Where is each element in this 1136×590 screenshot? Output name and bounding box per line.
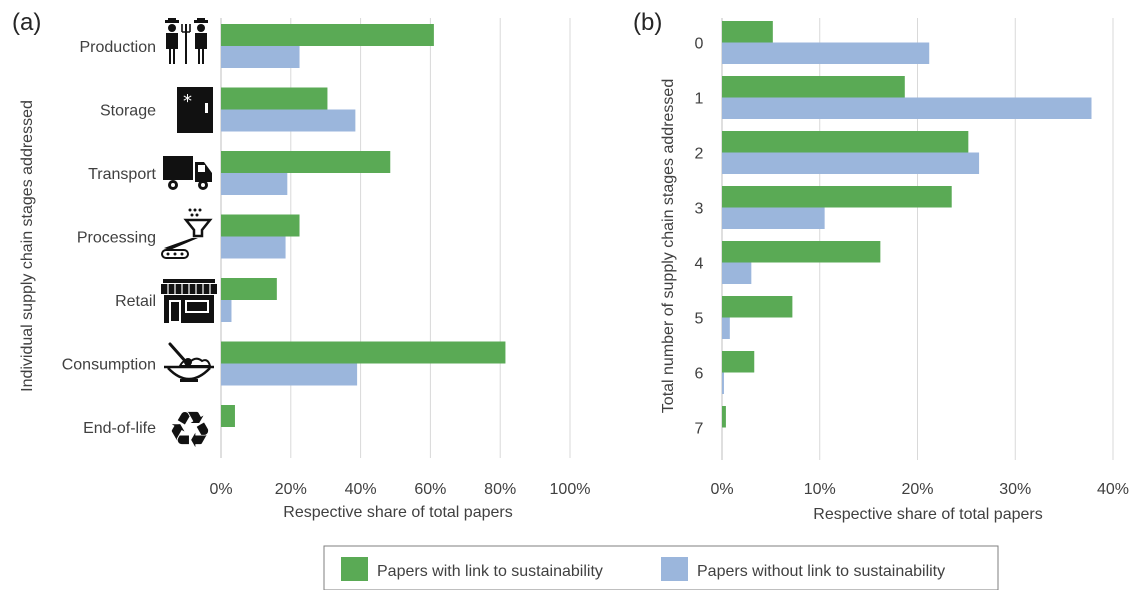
x-tick-label: 10% [804,481,836,498]
shop-icon [161,279,217,323]
legend-swatch-without-link [661,557,688,581]
panel-b-bars [722,21,1092,428]
bar-without-link-1 [722,97,1092,119]
x-tick-label: 80% [484,481,516,498]
panel-a-x-ticks: 0% 20% 40% 60% 80% 100% [209,481,590,498]
bar-without-link-3 [722,207,825,229]
category-label-7: 7 [695,421,704,438]
bar-with-link-consumption [221,341,506,364]
svg-text:*: * [183,91,192,112]
bar-without-link-storage [221,109,356,132]
panel-a-icons: * [161,18,217,459]
x-tick-label: 0% [710,481,733,498]
processing-machine-icon [161,208,213,259]
bar-with-link-6 [722,351,755,373]
x-tick-label: 40% [345,481,377,498]
x-tick-label: 100% [550,481,591,498]
bowl-icon [164,342,214,382]
x-tick-label: 30% [999,481,1031,498]
category-label-storage: Storage [100,103,156,120]
category-label-retail: Retail [115,293,156,310]
bar-without-link-4 [722,262,752,284]
category-label-end-of-life: End-of-life [83,420,156,437]
category-label-6: 6 [695,366,704,383]
bar-without-link-processing [221,236,286,259]
svg-text:♻: ♻ [168,401,213,459]
bar-without-link-0 [722,42,930,64]
panel-b-x-axis-label: Respective share of total papers [813,506,1042,523]
bar-without-link-5 [722,317,730,339]
panel-b-x-ticks: 0% 10% 20% 30% 40% [710,481,1129,498]
category-label-3: 3 [695,201,704,218]
legend-swatch-with-link [341,557,368,581]
category-label-transport: Transport [88,166,156,183]
bar-with-link-processing [221,214,300,237]
farmers-icon [165,18,208,64]
recycle-icon: ♻ [168,401,213,459]
category-label-consumption: Consumption [62,357,156,374]
bar-with-link-transport [221,151,391,173]
bar-with-link-production [221,24,434,46]
freezer-icon: * [177,87,213,133]
bar-with-link-storage [221,87,328,110]
category-label-4: 4 [695,256,704,273]
bar-without-link-production [221,46,300,68]
bar-with-link-2 [722,131,969,153]
panel-a-label: (a) [12,9,41,36]
bar-without-link-retail [221,300,232,322]
truck-icon [163,156,212,190]
bar-without-link-transport [221,173,288,195]
legend-label-without-link: Papers without link to sustainability [697,563,945,580]
panel-a-y-axis-label: Individual supply chain stages addressed [19,100,36,392]
bar-without-link-6 [722,372,724,394]
category-label-1: 1 [695,91,704,108]
x-tick-label: 60% [414,481,446,498]
bar-without-link-consumption [221,363,358,386]
x-tick-label: 0% [209,481,232,498]
bar-with-link-retail [221,278,277,300]
bar-with-link-1 [722,76,905,98]
category-label-2: 2 [695,146,704,163]
category-label-5: 5 [695,311,704,328]
panel-b-y-axis-label: Total number of supply chain stages addr… [660,79,677,413]
category-label-production: Production [80,39,157,56]
panel-a-bars [221,24,506,427]
bar-with-link-7 [722,406,726,428]
panel-a-category-labels: Production Storage Transport Processing Reta… [62,39,157,437]
bar-with-link-4 [722,241,881,263]
category-label-0: 0 [695,36,704,53]
legend: Papers with link to sustainability Paper… [323,545,999,590]
legend-label-with-link: Papers with link to sustainability [377,563,603,580]
x-tick-label: 40% [1097,481,1129,498]
bar-with-link-5 [722,296,793,318]
bar-with-link-0 [722,21,773,43]
x-tick-label: 20% [901,481,933,498]
bar-with-link-end-of-life [221,405,235,427]
category-label-processing: Processing [77,230,156,247]
bar-without-link-2 [722,152,980,174]
panel-b: (b) 0 1 2 3 4 5 6 7 0% 10% 20% 30% 40% Respective s… [633,9,1129,523]
bar-with-link-3 [722,186,952,208]
panel-a-x-axis-label: Respective share of total papers [283,504,512,521]
panel-a: (a) Production Storage Transport Processing… [12,9,590,521]
panel-b-label: (b) [633,9,662,36]
panel-b-category-labels: 0 1 2 3 4 5 6 7 [695,36,704,438]
x-tick-label: 20% [275,481,307,498]
